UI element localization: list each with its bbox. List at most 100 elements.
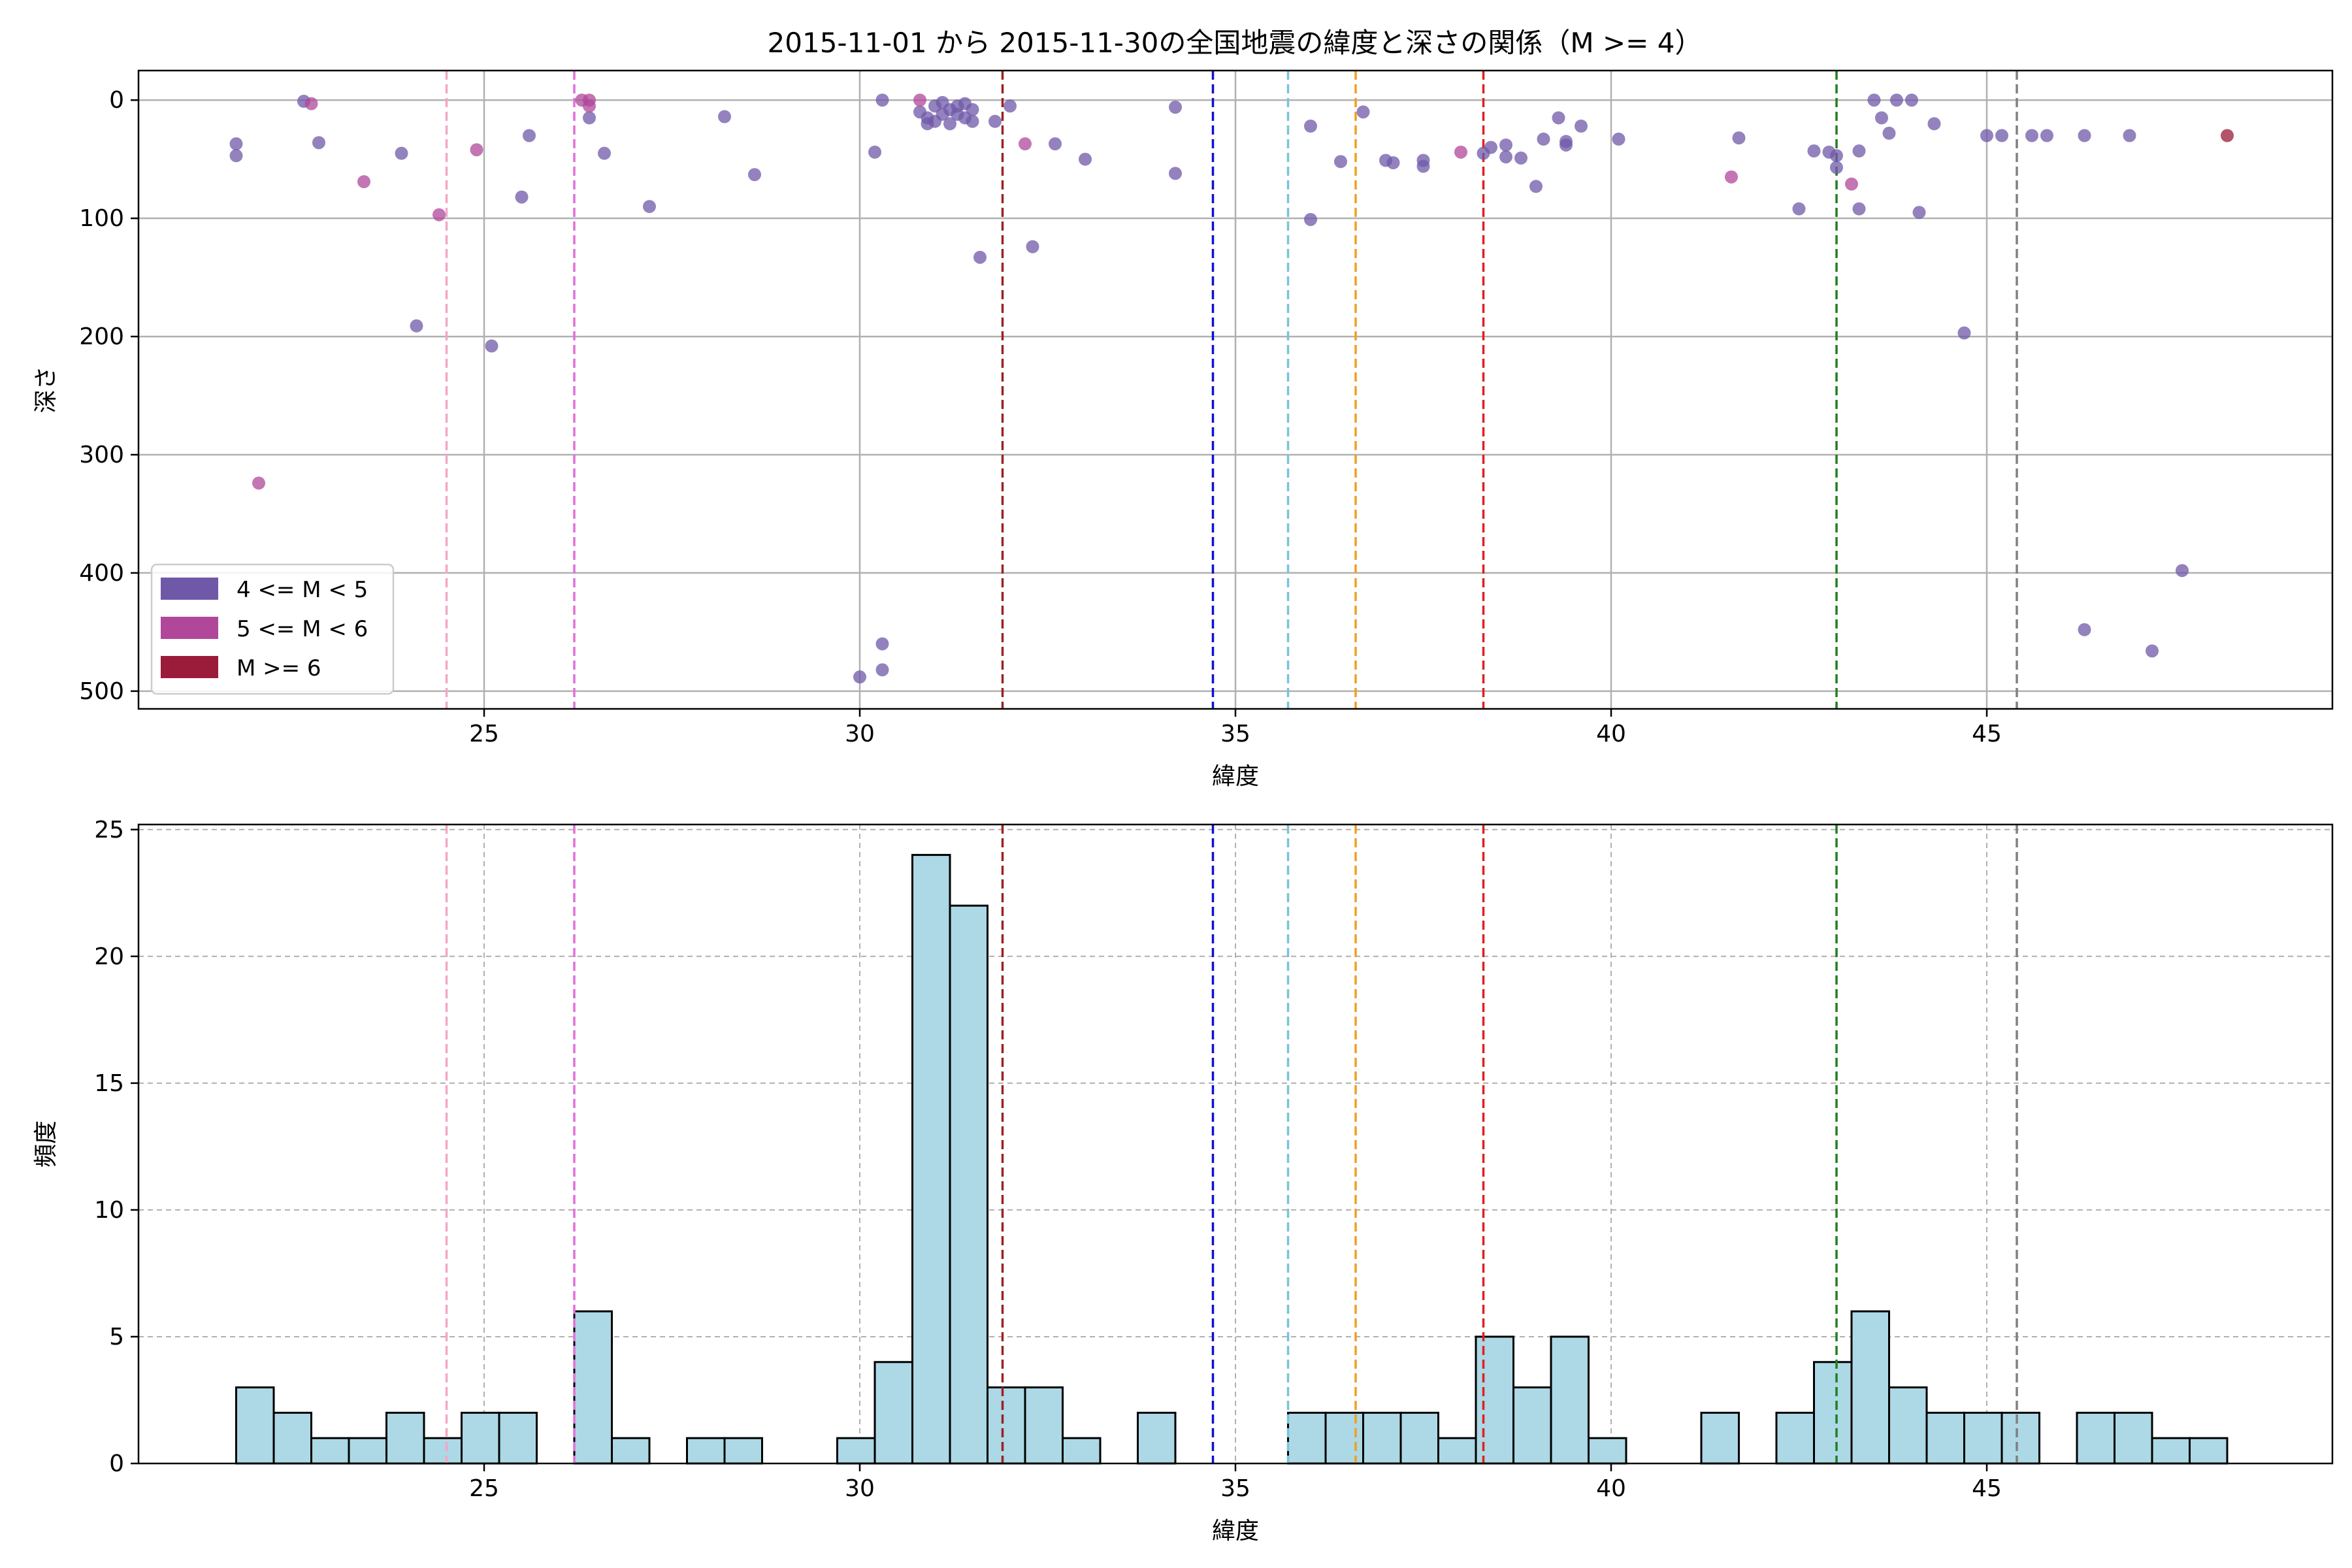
legend-label: 4 <= M < 5 (237, 577, 368, 603)
hist-x-tick-label: 25 (469, 1475, 499, 1502)
scatter-point (1079, 152, 1092, 166)
scatter-point (1732, 131, 1746, 145)
scatter-point (1514, 151, 1527, 165)
histogram-bar (2189, 1437, 2229, 1465)
scatter-point (1957, 326, 1971, 340)
histogram-bar (1888, 1386, 1928, 1465)
scatter-point (853, 670, 866, 684)
histogram-bar (1475, 1335, 1514, 1465)
scatter-point (1890, 93, 1903, 107)
scatter-point (643, 200, 656, 214)
scatter-point (1529, 180, 1543, 193)
histogram-bar (1588, 1437, 1627, 1465)
scatter-point (1026, 240, 1039, 253)
hist-y-tick-label: 15 (94, 1070, 124, 1097)
scatter-point (1169, 101, 1182, 114)
scatter-point (304, 97, 318, 110)
histogram-bar (385, 1411, 425, 1465)
scatter-point (1807, 144, 1821, 158)
scatter-point (868, 145, 881, 159)
legend-swatch (161, 656, 218, 678)
scatter-point (1416, 159, 1430, 173)
scatter-point (485, 339, 498, 353)
histogram-bar (1512, 1386, 1552, 1465)
histogram-bar (235, 1386, 275, 1465)
histogram-bar (573, 1310, 613, 1465)
scatter-point (943, 117, 956, 131)
histogram-bar (1324, 1411, 1364, 1465)
chart-title: 2015-11-01 から 2015-11-30の全国地震の緯度と深さの関係（M… (768, 27, 1703, 59)
scatter-point (1912, 206, 1926, 220)
hist-y-tick-label: 5 (109, 1324, 124, 1350)
histogram-bar (2114, 1411, 2153, 1465)
scatter-x-axis-label: 緯度 (1212, 763, 1259, 790)
scatter-point (1004, 99, 1017, 113)
scatter-point (1792, 202, 1806, 216)
scatter-point (2078, 129, 2091, 142)
scatter-point (1852, 144, 1866, 158)
histogram-bar (1925, 1411, 1965, 1465)
scatter-point (875, 637, 889, 651)
histogram-bar (1137, 1411, 1177, 1465)
scatter-point (1499, 138, 1512, 152)
scatter-point (1537, 132, 1550, 146)
histogram-bar (1963, 1411, 2003, 1465)
hist-y-tick-label: 25 (94, 817, 124, 843)
histogram-bar (1399, 1411, 1439, 1465)
scatter-y-tick-label: 0 (109, 87, 124, 114)
scatter-point (1830, 149, 1843, 163)
histogram-bar (423, 1437, 463, 1465)
scatter-point (433, 208, 446, 221)
scatter-point (357, 175, 370, 189)
hist-y-axis-label: 頻度 (33, 1120, 59, 1168)
histogram-bar (1287, 1411, 1327, 1465)
scatter-point (583, 111, 596, 125)
scatter-point (1612, 132, 1625, 146)
scatter-point (1875, 111, 1888, 125)
scatter-point (2123, 129, 2136, 142)
scatter-point (1882, 126, 1896, 140)
scatter-point (2078, 623, 2091, 636)
histogram-bar (461, 1411, 500, 1465)
hist-y-tick-label: 0 (109, 1450, 124, 1477)
scatter-point (875, 663, 889, 677)
scatter-point (973, 250, 987, 264)
hist-y-tick-label: 10 (94, 1197, 124, 1224)
scatter-point (1905, 93, 1918, 107)
scatter-point (1334, 155, 1347, 169)
histogram-bar (310, 1437, 350, 1465)
histogram-bar (1813, 1361, 1853, 1465)
scatter-y-tick-label: 200 (79, 323, 124, 350)
scatter-x-tick-label: 35 (1220, 721, 1250, 747)
scatter-point (1049, 137, 1062, 151)
scatter-point (1499, 150, 1512, 164)
histogram-bar (1850, 1310, 1890, 1465)
histogram-bar (348, 1437, 387, 1465)
scatter-point (1560, 138, 1573, 152)
scatter-point (1169, 167, 1182, 180)
histogram-bar (1437, 1437, 1477, 1465)
scatter-point (1830, 161, 1843, 174)
scatter-point (2221, 129, 2234, 142)
histogram-bar (2076, 1411, 2115, 1465)
scatter-x-tick-label: 25 (469, 721, 499, 747)
histogram-bar (272, 1411, 312, 1465)
scatter-point (2025, 129, 2038, 142)
histogram-bar (2001, 1411, 2040, 1465)
histogram-bar (1062, 1437, 1102, 1465)
scatter-point (913, 93, 926, 107)
scatter-point (583, 93, 596, 107)
histogram-bar (1024, 1386, 1064, 1465)
scatter-point (523, 129, 536, 142)
scatter-point (252, 476, 265, 490)
scatter-point (598, 146, 611, 160)
histogram-bar (1550, 1335, 1590, 1465)
hist-x-axis-label: 緯度 (1212, 1518, 1259, 1544)
scatter-point (1552, 111, 1565, 125)
histogram-bar (987, 1386, 1026, 1465)
histogram-bar (686, 1437, 726, 1465)
scatter-y-tick-label: 100 (79, 205, 124, 232)
scatter-point (988, 114, 1002, 128)
scatter-point (395, 146, 408, 160)
